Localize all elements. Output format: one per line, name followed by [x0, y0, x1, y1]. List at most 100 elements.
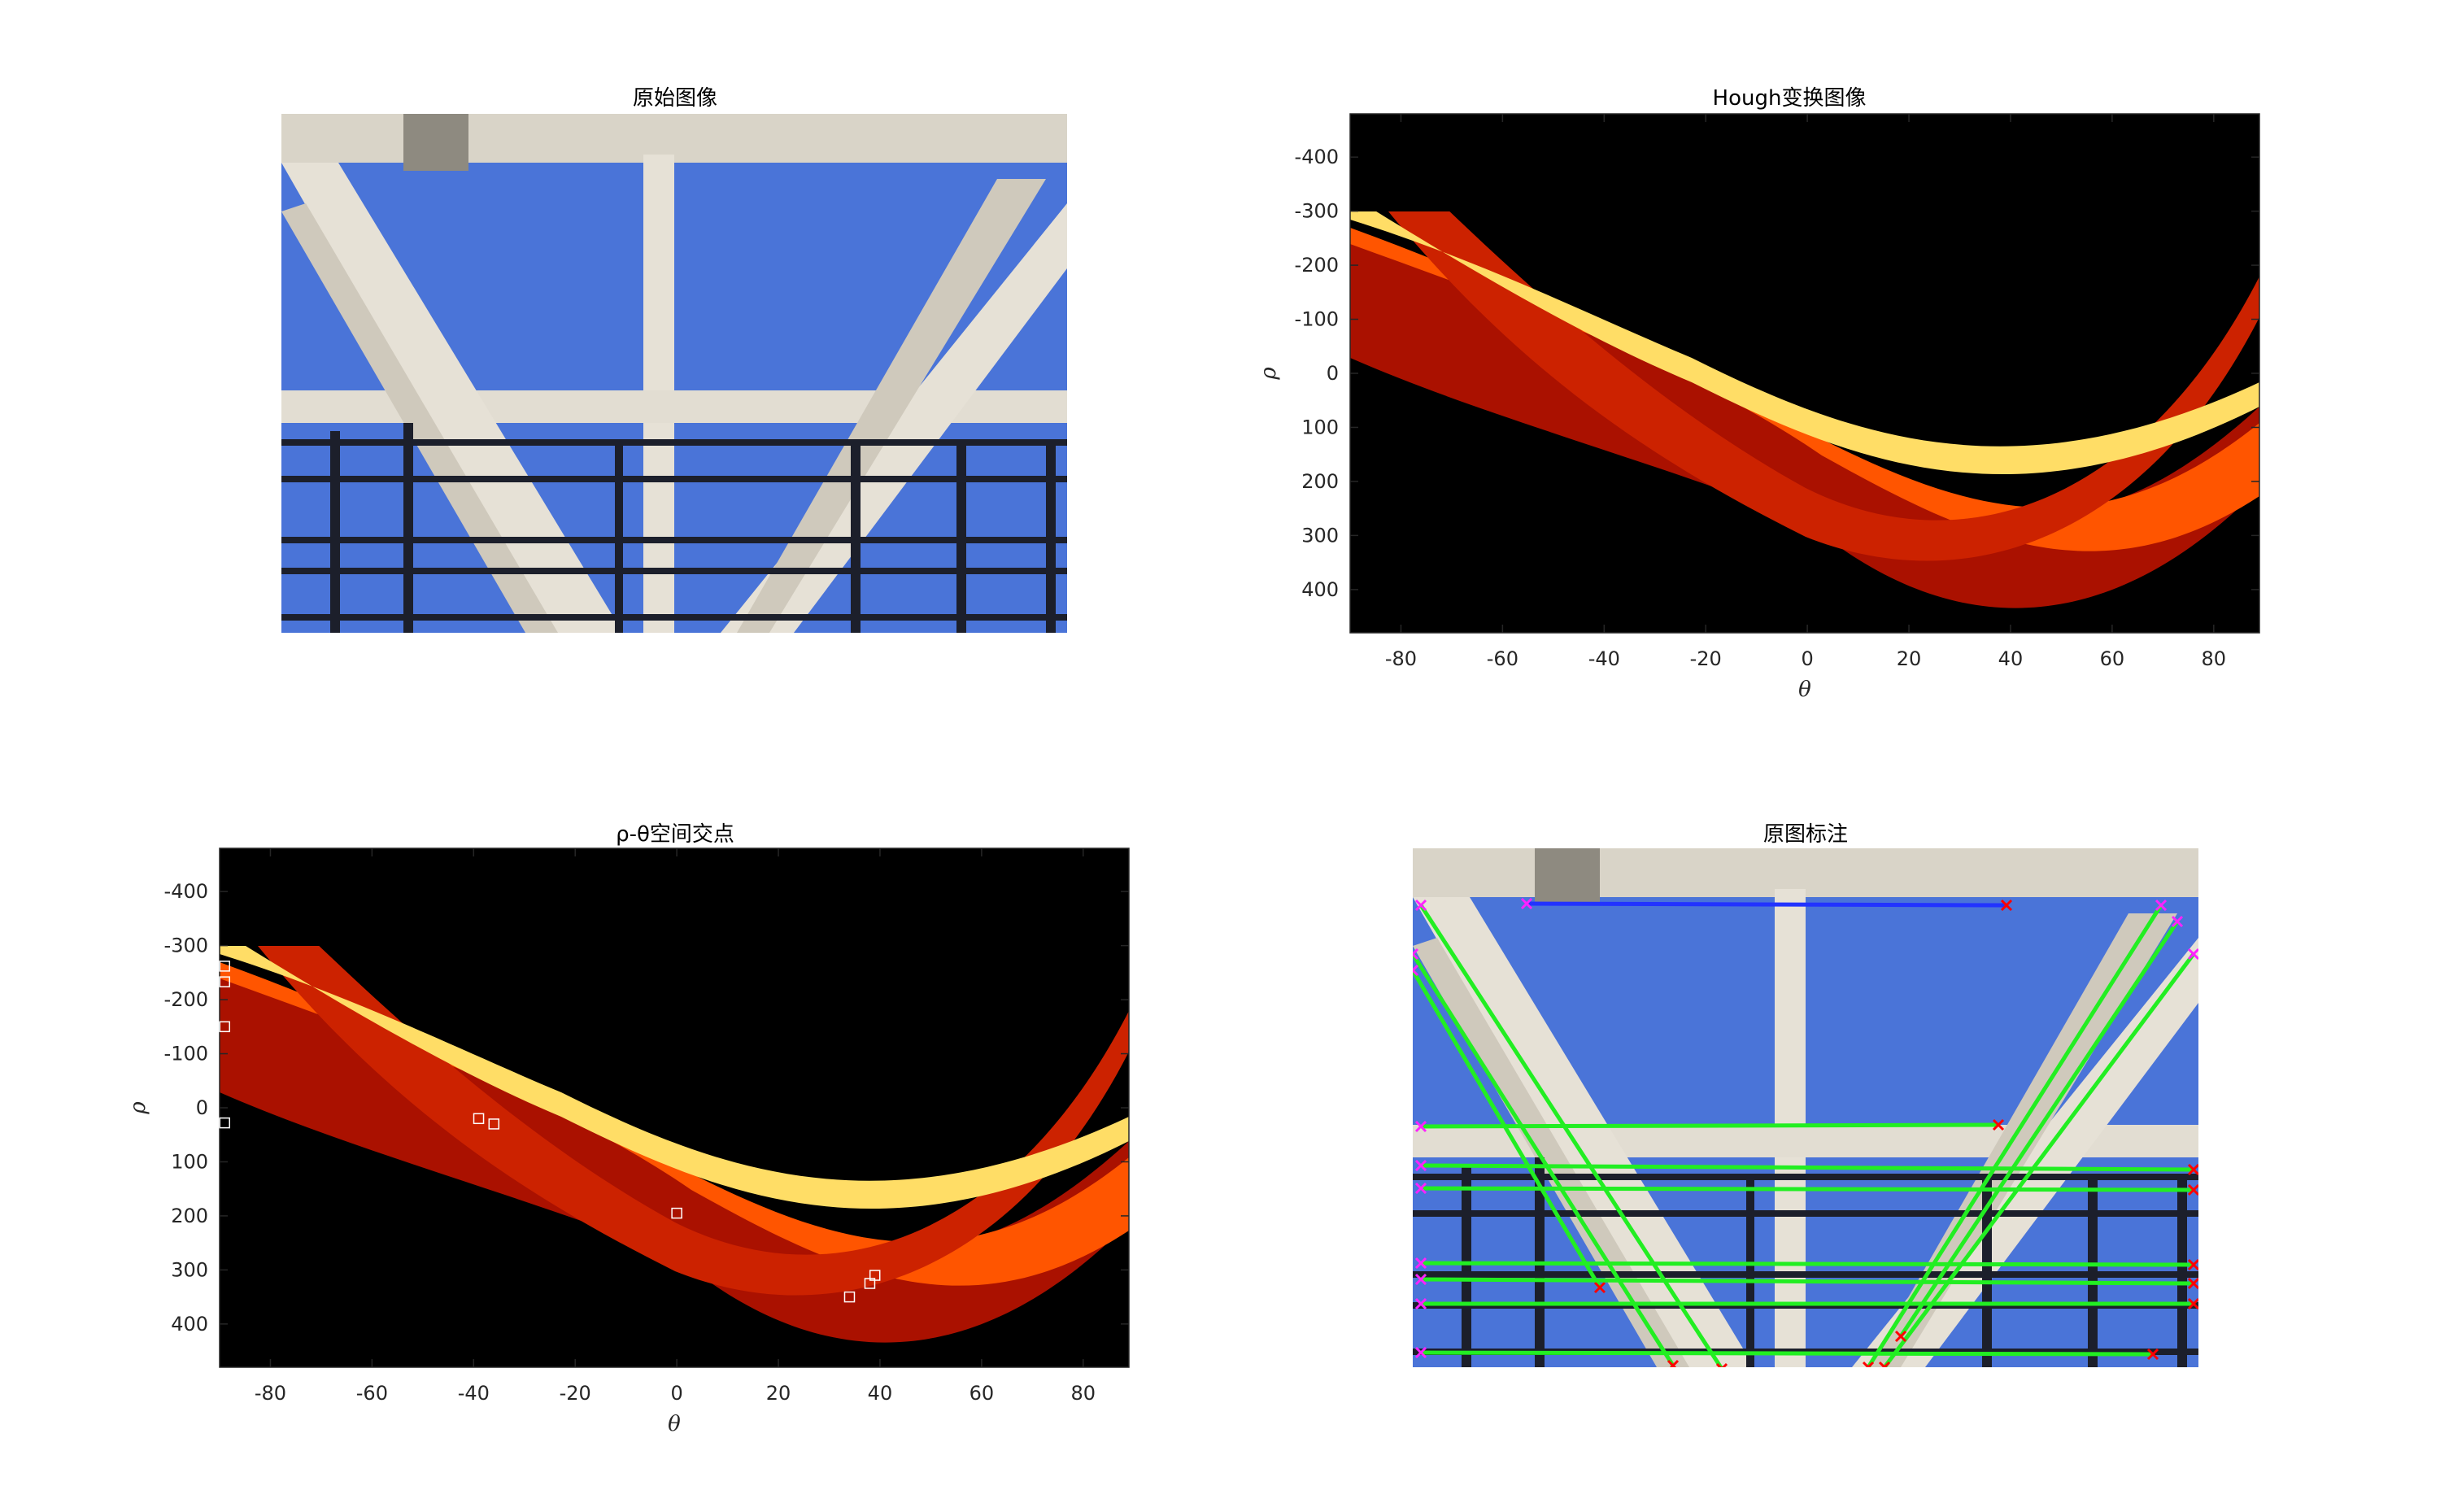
endpoint-marker — [1414, 1273, 1427, 1286]
peaks-xtick-label: -40 — [458, 1382, 490, 1405]
endpoint-marker — [1413, 948, 1419, 956]
peaks-ytick-label: 300 — [171, 1258, 208, 1281]
endpoint-marker — [1878, 1361, 1887, 1367]
hough-ytick-label: -400 — [1295, 146, 1339, 168]
endpoint-marker — [2187, 1297, 2198, 1310]
hough-xtick-label: 0 — [1801, 647, 1813, 670]
endpoint-marker — [1520, 897, 1533, 910]
hough-ylabel: ρ — [1257, 367, 1281, 381]
endpoint-marker — [2155, 899, 2168, 912]
endpoint-marker — [2187, 948, 2198, 961]
hough-ytick-label: 200 — [1301, 470, 1339, 493]
peaks-xtick-label: -60 — [356, 1382, 388, 1405]
endpoint-marker — [1414, 899, 1427, 912]
peaks-image-art — [220, 848, 1129, 1367]
endpoint-marker — [1414, 1120, 1427, 1133]
endpoint-marker — [1413, 968, 1419, 977]
peaks-peak-marker — [219, 961, 230, 972]
peaks-ylabel: ρ — [126, 1101, 150, 1115]
endpoint-marker — [1866, 1361, 1875, 1367]
hough-xlabel: θ — [1798, 678, 1811, 702]
endpoint-marker — [1414, 1159, 1427, 1172]
peaks-xtick-label: -80 — [255, 1382, 286, 1405]
original-image — [281, 114, 1067, 633]
hough-ytick-label: 400 — [1301, 578, 1339, 601]
endpoint-marker — [1413, 964, 1419, 973]
panel2-title: Hough变换图像 — [1712, 86, 1867, 111]
peaks-peak-marker — [671, 1207, 682, 1219]
hough-ytick-label: 100 — [1301, 416, 1339, 438]
peaks-ytick-label: -100 — [164, 1043, 208, 1065]
peaks-image — [220, 848, 1129, 1367]
annotated-image — [1413, 848, 2198, 1367]
hough-xtick-label: -40 — [1588, 647, 1620, 670]
detected-line — [1898, 920, 2180, 1338]
detected-line — [1413, 952, 1675, 1367]
peaks-axes-frame — [219, 848, 1130, 1368]
original-image-art — [281, 114, 1067, 633]
endpoint-marker — [1413, 952, 1419, 961]
endpoint-marker — [2187, 1277, 2198, 1290]
detected-line — [1420, 1350, 2154, 1357]
endpoint-marker — [1593, 1281, 1606, 1294]
peaks-ytick-label: 0 — [196, 1096, 208, 1119]
detected-line — [1420, 1261, 2194, 1267]
hough-ytick-label: 300 — [1301, 524, 1339, 547]
peaks-ytick-label: -300 — [164, 935, 208, 957]
endpoint-marker — [1414, 1257, 1427, 1270]
peaks-xtick-label: 20 — [766, 1382, 791, 1405]
detected-line — [1420, 1163, 2194, 1172]
peaks-peak-marker — [488, 1118, 500, 1130]
annotated-image-art — [1413, 848, 2198, 1367]
peaks-ytick-label: -200 — [164, 988, 208, 1011]
peaks-xtick-label: 0 — [670, 1382, 682, 1405]
hough-xtick-label: 80 — [2202, 647, 2227, 670]
hough-ytick-label: 0 — [1327, 362, 1339, 385]
peaks-xtick-label: 40 — [868, 1382, 893, 1405]
endpoint-marker — [1882, 1361, 1891, 1367]
detected-line — [1882, 952, 2196, 1367]
peaks-xtick-label: -20 — [560, 1382, 591, 1405]
hough-xtick-label: -20 — [1690, 647, 1722, 670]
panel4-title: 原图标注 — [1762, 822, 1848, 847]
endpoint-marker — [1715, 1362, 1723, 1367]
hough-xtick-label: 60 — [2100, 647, 2125, 670]
peaks-ytick-label: 100 — [171, 1150, 208, 1173]
endpoint-marker — [2171, 915, 2184, 928]
panel1-title: 原始图像 — [632, 86, 717, 111]
peaks-peak-marker — [843, 1291, 856, 1303]
detected-line — [1413, 969, 1602, 1289]
endpoint-marker — [1414, 1182, 1427, 1195]
hough-xtick-label: -80 — [1385, 647, 1417, 670]
peaks-ytick-label: -400 — [164, 880, 208, 903]
endpoint-marker — [1721, 1362, 1728, 1367]
peaks-ytick-label: 200 — [171, 1205, 208, 1227]
endpoint-marker — [2187, 1258, 2198, 1271]
peaks-xtick-label: 80 — [1071, 1382, 1096, 1405]
detected-lines — [1413, 897, 2198, 1367]
hough-xtick-label: -60 — [1487, 647, 1518, 670]
detected-line — [1420, 1277, 2194, 1286]
endpoint-marker — [2146, 1348, 2159, 1361]
peaks-xlabel: θ — [668, 1412, 681, 1436]
hough-image — [1350, 114, 2259, 633]
endpoint-marker — [1992, 1118, 2005, 1131]
detected-line — [1526, 901, 2007, 908]
endpoint-marker — [1862, 1361, 1871, 1367]
detected-line — [1420, 1186, 2194, 1192]
endpoint-marker — [2187, 1183, 2198, 1196]
peaks-ytick-label: 400 — [171, 1313, 208, 1336]
hough-ytick-label: -100 — [1295, 308, 1339, 331]
endpoint-marker — [1669, 1359, 1680, 1367]
panel3-title: ρ-θ空间交点 — [616, 822, 734, 847]
peaks-peak-marker — [219, 1117, 230, 1129]
peaks-peak-marker — [219, 976, 230, 987]
peaks-xtick-label: 60 — [969, 1382, 995, 1405]
peaks-peak-marker — [473, 1113, 485, 1125]
hough-ytick-label: -200 — [1295, 254, 1339, 277]
hough-xtick-label: 20 — [1897, 647, 1922, 670]
peaks-peak-marker — [219, 1021, 230, 1033]
hough-xtick-label: 40 — [1998, 647, 2024, 670]
